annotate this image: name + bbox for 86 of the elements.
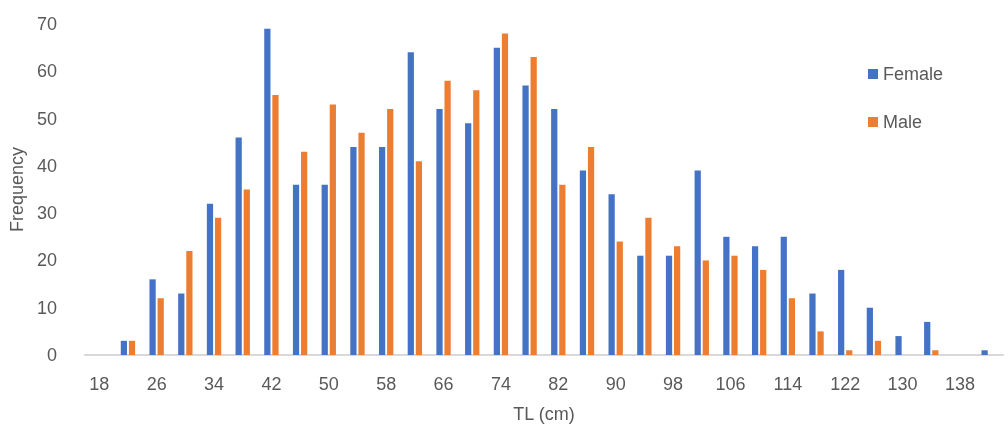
bar — [694, 170, 701, 355]
bar — [329, 104, 336, 355]
bar — [387, 109, 394, 355]
bar — [436, 109, 443, 355]
y-tick-label: 60 — [36, 61, 57, 82]
bar — [760, 269, 767, 355]
bar — [186, 250, 193, 355]
x-tick-label: 130 — [887, 374, 918, 394]
bar — [809, 293, 816, 355]
bar — [637, 255, 644, 355]
bar — [128, 340, 136, 355]
x-tick-label: 66 — [433, 374, 454, 394]
y-tick-label: 40 — [36, 155, 57, 176]
bar — [264, 28, 271, 355]
bar — [493, 47, 500, 355]
x-tick-label: 26 — [146, 374, 167, 394]
bar — [157, 298, 164, 355]
bar — [838, 269, 845, 355]
bar — [235, 137, 242, 355]
x-tick-label: 74 — [490, 374, 511, 394]
bar — [407, 52, 414, 355]
legend-label: Male — [882, 112, 922, 132]
bar — [415, 161, 423, 355]
x-tick-label: 122 — [830, 374, 861, 394]
bar — [444, 80, 451, 355]
bar — [214, 217, 222, 355]
bar — [206, 203, 214, 355]
x-tick-label: 58 — [376, 374, 397, 394]
bar — [272, 94, 279, 355]
y-tick-label: 50 — [36, 108, 57, 129]
bar — [846, 350, 853, 355]
bar — [702, 260, 709, 355]
bar — [301, 151, 308, 355]
x-tick-label: 114 — [773, 374, 803, 394]
bar — [551, 109, 558, 355]
bar — [981, 350, 988, 355]
bar — [608, 194, 615, 355]
bar — [587, 146, 595, 355]
bar — [473, 90, 480, 355]
bar — [723, 236, 730, 355]
bar — [932, 350, 939, 355]
bar — [780, 236, 787, 355]
bar — [817, 331, 824, 355]
bar — [579, 170, 587, 355]
bar — [731, 255, 738, 355]
x-tick-label: 82 — [548, 374, 569, 394]
legend-label: Female — [882, 64, 944, 84]
bar — [616, 241, 623, 355]
bar — [501, 33, 509, 355]
bar — [530, 57, 537, 355]
bar — [321, 184, 328, 355]
x-tick-label: 18 — [89, 374, 110, 394]
bar — [559, 184, 566, 355]
y-axis-title: Frequency — [7, 146, 27, 233]
bar — [292, 184, 300, 355]
y-tick-label: 20 — [36, 250, 57, 271]
y-tick-label: 70 — [36, 14, 57, 34]
x-tick-label: 106 — [715, 374, 746, 394]
bar — [866, 307, 873, 355]
x-axis-title: TL (cm) — [513, 404, 575, 424]
x-tick-label: 42 — [261, 374, 282, 394]
x-tick-label: 90 — [605, 374, 626, 394]
bar — [358, 132, 365, 355]
bar — [243, 189, 250, 355]
bar — [788, 298, 795, 355]
y-tick-label: 0 — [46, 345, 57, 365]
x-tick-label: 98 — [663, 374, 684, 394]
bar — [645, 217, 652, 355]
bar — [895, 336, 902, 355]
bar — [874, 340, 882, 355]
bar — [350, 146, 357, 355]
bar — [178, 293, 185, 355]
bar — [522, 85, 529, 355]
bar — [120, 340, 128, 355]
bar — [924, 321, 931, 355]
x-tick-label: 50 — [318, 374, 339, 394]
y-tick-label: 10 — [36, 297, 57, 318]
bar — [674, 246, 681, 355]
bar — [665, 255, 673, 355]
bar — [378, 146, 386, 355]
bar — [465, 123, 472, 355]
bar — [149, 279, 156, 355]
x-tick-label: 138 — [944, 374, 975, 394]
y-tick-label: 30 — [36, 203, 57, 224]
x-tick-label: 34 — [204, 374, 225, 394]
bar — [751, 246, 759, 355]
